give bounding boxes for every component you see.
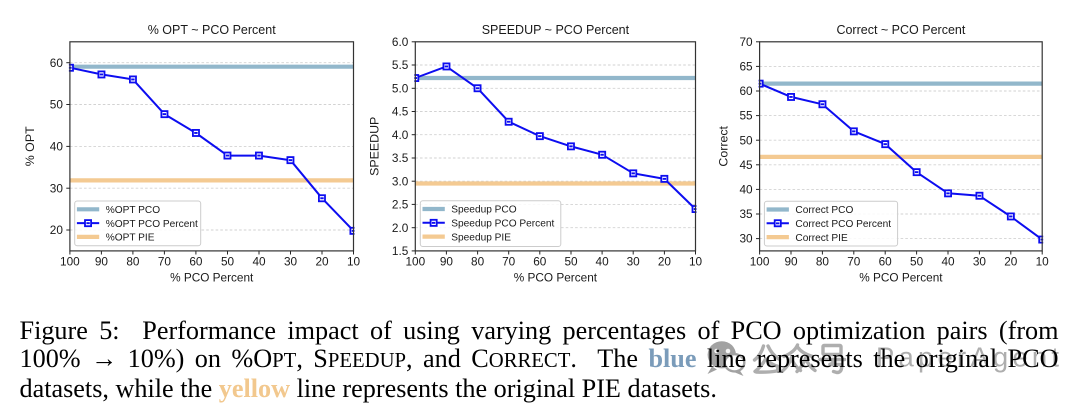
svg-text:30: 30	[973, 255, 987, 269]
svg-text:20: 20	[1004, 255, 1018, 269]
svg-text:50: 50	[221, 255, 235, 269]
svg-text:3.5: 3.5	[392, 151, 409, 165]
svg-text:SPEEDUP: SPEEDUP	[367, 117, 381, 176]
svg-text:1.5: 1.5	[392, 244, 409, 258]
svg-text:Speedup PCO Percent: Speedup PCO Percent	[451, 219, 554, 230]
svg-text:40: 40	[739, 183, 753, 197]
svg-text:60: 60	[189, 255, 203, 269]
svg-text:90: 90	[95, 255, 109, 269]
svg-text:60: 60	[879, 255, 893, 269]
svg-text:70: 70	[847, 255, 861, 269]
svg-text:70: 70	[502, 255, 516, 269]
svg-text:45: 45	[739, 158, 753, 172]
svg-text:60: 60	[50, 56, 64, 70]
svg-text:5.0: 5.0	[392, 81, 409, 95]
svg-text:10: 10	[347, 255, 361, 269]
svg-text:55: 55	[739, 109, 753, 123]
svg-text:90: 90	[440, 255, 454, 269]
svg-text:30: 30	[50, 181, 64, 195]
svg-text:6.0: 6.0	[392, 35, 409, 49]
svg-text:SPEEDUP ~ PCO Percent: SPEEDUP ~ PCO Percent	[482, 23, 630, 37]
svg-text:40: 40	[50, 140, 64, 154]
svg-text:60: 60	[739, 84, 753, 98]
svg-text:70: 70	[158, 255, 172, 269]
svg-text:50: 50	[910, 255, 924, 269]
svg-text:35: 35	[739, 207, 753, 221]
svg-text:% PCO Percent: % PCO Percent	[859, 271, 943, 285]
svg-text:30: 30	[627, 255, 641, 269]
svg-text:20: 20	[658, 255, 672, 269]
svg-text:3.0: 3.0	[392, 174, 409, 188]
svg-text:Speedup PIE: Speedup PIE	[451, 232, 511, 243]
svg-text:30: 30	[284, 255, 298, 269]
svg-text:50: 50	[564, 255, 578, 269]
svg-text:100: 100	[750, 255, 770, 269]
svg-text:60: 60	[533, 255, 547, 269]
svg-text:4.0: 4.0	[392, 128, 409, 142]
svg-text:65: 65	[739, 60, 753, 74]
svg-text:Correct ~ PCO Percent: Correct ~ PCO Percent	[836, 23, 965, 37]
svg-text:10: 10	[1036, 255, 1050, 269]
svg-text:10: 10	[689, 255, 703, 269]
svg-text:50: 50	[739, 133, 753, 147]
svg-text:80: 80	[126, 255, 140, 269]
svg-text:Correct PCO: Correct PCO	[795, 205, 853, 216]
svg-text:%OPT PCO: %OPT PCO	[106, 205, 161, 216]
svg-text:100: 100	[405, 255, 425, 269]
svg-text:20: 20	[315, 255, 329, 269]
svg-text:5.5: 5.5	[392, 58, 409, 72]
svg-text:%OPT PIE: %OPT PIE	[106, 233, 155, 244]
svg-text:20: 20	[50, 223, 64, 237]
svg-text:40: 40	[252, 255, 266, 269]
svg-text:Correct PCO Percent: Correct PCO Percent	[795, 219, 891, 230]
svg-text:Correct PIE: Correct PIE	[795, 233, 848, 244]
svg-text:40: 40	[596, 255, 610, 269]
svg-text:Speedup PCO: Speedup PCO	[451, 205, 516, 216]
svg-text:90: 90	[784, 255, 798, 269]
svg-text:2.5: 2.5	[392, 198, 409, 212]
svg-text:%OPT PCO Percent: %OPT PCO Percent	[106, 219, 198, 230]
svg-text:% PCO Percent: % PCO Percent	[170, 271, 254, 285]
svg-text:100: 100	[60, 255, 80, 269]
svg-text:2.0: 2.0	[392, 221, 409, 235]
svg-text:40: 40	[941, 255, 955, 269]
svg-text:80: 80	[816, 255, 830, 269]
svg-text:% OPT ~ PCO Percent: % OPT ~ PCO Percent	[148, 23, 276, 37]
svg-text:4.5: 4.5	[392, 105, 409, 119]
svg-text:70: 70	[739, 35, 753, 49]
svg-text:80: 80	[471, 255, 485, 269]
svg-text:PaperAgent: PaperAgent	[876, 342, 1063, 373]
svg-text:% OPT: % OPT	[23, 126, 37, 166]
svg-text:% PCO Percent: % PCO Percent	[514, 271, 598, 285]
svg-text:50: 50	[50, 98, 64, 112]
svg-text:Correct: Correct	[716, 125, 730, 166]
svg-text:30: 30	[739, 232, 753, 246]
